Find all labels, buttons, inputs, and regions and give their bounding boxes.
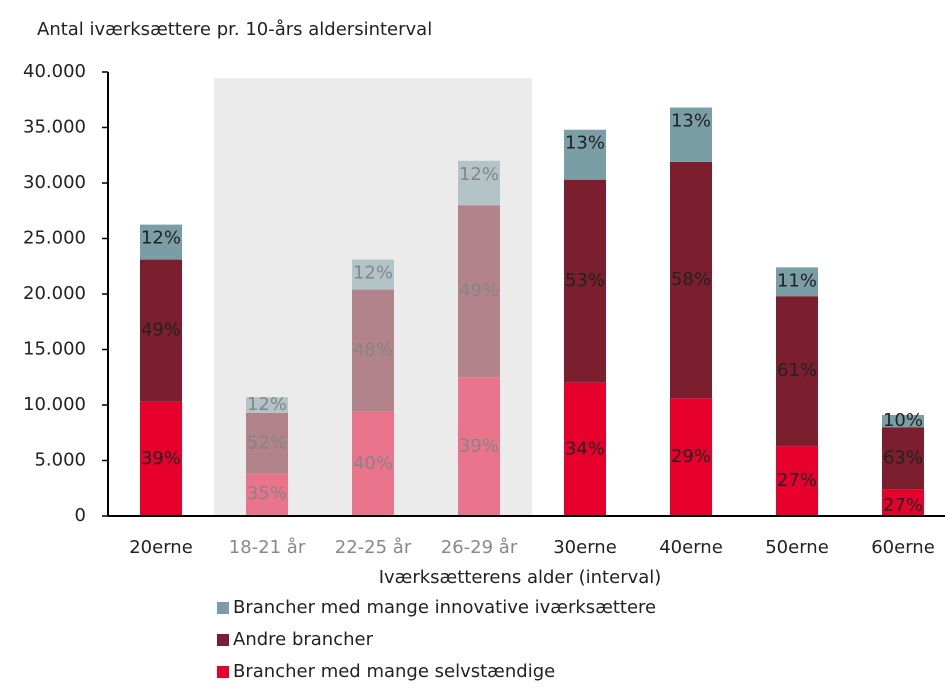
bar-segment: [246, 412, 288, 474]
data-label: 13%: [671, 111, 711, 132]
y-tick-label: 40.000: [23, 61, 86, 82]
bar-segment: [246, 473, 288, 516]
x-tick-label: 40erne: [659, 537, 723, 558]
bar-segment: [564, 179, 606, 383]
data-label: 12%: [459, 164, 499, 185]
bar-segment: [670, 107, 712, 162]
bar-segment: [352, 411, 394, 516]
data-label: 11%: [777, 270, 817, 291]
data-label: 12%: [247, 394, 287, 415]
bar-segment: [776, 267, 818, 297]
chart-title: Antal iværksættere pr. 10-års aldersinte…: [37, 19, 432, 40]
data-label: 39%: [141, 448, 181, 469]
x-tick-label: 18-21 år: [229, 537, 306, 558]
legend-label: Andre brancher: [233, 629, 374, 650]
bar-segment: [352, 259, 394, 290]
bar-group: 34% 53% 13%: [564, 129, 606, 516]
data-label: 27%: [883, 495, 923, 516]
data-label: 12%: [353, 263, 393, 284]
bar-segment: [140, 259, 182, 402]
data-label: 13%: [565, 133, 605, 154]
bar-group: 39% 49% 12%: [140, 224, 182, 516]
bar-segment: [882, 427, 924, 490]
bar-group: 29% 58% 13%: [670, 107, 712, 516]
data-label: 12%: [141, 228, 181, 249]
bar-segment: [670, 398, 712, 516]
bar-segment: [352, 289, 394, 412]
y-tick-label: 35.000: [23, 117, 86, 138]
data-label: 63%: [883, 447, 923, 468]
bar-segment: [670, 161, 712, 399]
y-tick-label: 20.000: [23, 283, 86, 304]
data-label: 49%: [141, 320, 181, 341]
data-label: 29%: [671, 446, 711, 467]
bar-group: 27% 61% 11%: [776, 267, 818, 516]
data-label: 61%: [777, 360, 817, 381]
bar-segment: [458, 377, 500, 516]
bar-segment: [564, 382, 606, 516]
bar-segment: [140, 224, 182, 260]
x-tick-label: 30erne: [553, 537, 617, 558]
y-tick-label: 10.000: [23, 394, 86, 415]
data-label: 34%: [565, 438, 605, 459]
x-tick-label: 60erne: [871, 537, 935, 558]
data-label: 58%: [671, 269, 711, 290]
bar-segment: [776, 296, 818, 447]
data-label: 40%: [353, 453, 393, 474]
y-tick-label: 25.000: [23, 228, 86, 249]
y-tick-label: 0: [75, 505, 86, 526]
legend-label: Brancher med mange selvstændige: [233, 661, 555, 682]
bar-group: 40% 48% 12%: [352, 259, 394, 516]
data-label: 49%: [459, 280, 499, 301]
bar-segment: [458, 160, 500, 206]
y-tick-label: 15.000: [23, 339, 86, 360]
bar-segment: [564, 129, 606, 180]
legend-swatch: [217, 634, 229, 646]
data-label: 10%: [883, 410, 923, 431]
y-tick-label: 5.000: [34, 450, 86, 471]
bar-segment: [882, 414, 924, 428]
legend-swatch: [217, 602, 229, 614]
bar-segment: [776, 446, 818, 516]
bar-segment: [246, 397, 288, 413]
x-tick-label: 22-25 år: [335, 537, 412, 558]
data-label: 48%: [353, 340, 393, 361]
data-label: 35%: [247, 483, 287, 504]
bar-group: 39% 49% 12%: [458, 160, 500, 516]
bar-segment: [882, 489, 924, 516]
y-tick-label: 30.000: [23, 172, 86, 193]
x-tick-label: 26-29 år: [441, 537, 518, 558]
x-tick-label: 50erne: [765, 537, 829, 558]
legend-label: Brancher med mange innovative iværksætte…: [233, 597, 656, 618]
data-label: 27%: [777, 470, 817, 491]
bar-group: 35% 52% 12%: [246, 394, 288, 516]
data-label: 39%: [459, 436, 499, 457]
x-tick-label: 20erne: [129, 537, 193, 558]
x-axis-label: Iværksætterens alder (interval): [379, 567, 662, 588]
bar-segment: [458, 205, 500, 378]
data-label: 53%: [565, 270, 605, 291]
bar-group: 27% 63% 10%: [882, 410, 924, 516]
data-label: 52%: [247, 432, 287, 453]
legend-swatch: [217, 666, 229, 678]
bar-segment: [140, 401, 182, 516]
